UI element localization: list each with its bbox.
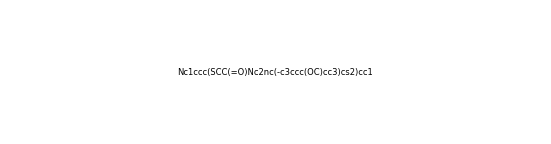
Text: Nc1ccc(SCC(=O)Nc2nc(-c3ccc(OC)cc3)cs2)cc1: Nc1ccc(SCC(=O)Nc2nc(-c3ccc(OC)cc3)cs2)cc… — [177, 68, 374, 76]
